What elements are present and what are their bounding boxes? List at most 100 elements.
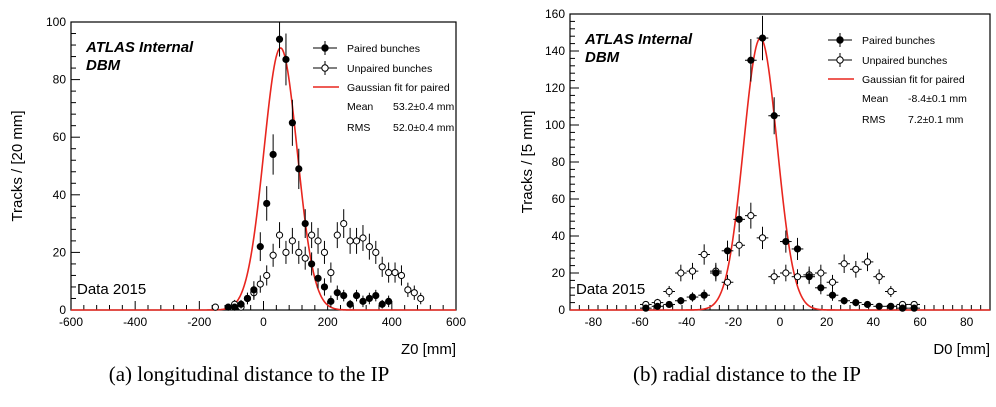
caption-z0: (a) longitudinal distance to the IP xyxy=(108,362,390,386)
paired-point xyxy=(308,252,316,276)
paired-point xyxy=(896,304,909,312)
x-tick-label: -80 xyxy=(585,315,603,329)
x-axis-label: D0 [mm] xyxy=(933,341,990,358)
legend-entry: Unpaired bunches xyxy=(862,55,947,67)
paired-point xyxy=(721,240,734,261)
unpaired-point xyxy=(295,240,303,264)
y-axis-label: Tracks / [20 mm] xyxy=(9,110,26,221)
chart-z0: -600 -400 -200 0 200 400 600 0 20 40 60 80 100 Z0 [mm… xyxy=(9,15,466,358)
chart-panel-d0: -80 -60 -40 -20 0 20 40 60 80 0 20 40 60 80 100 120 140 1… xyxy=(498,0,996,407)
x-tick-label: 60 xyxy=(913,315,927,329)
paired-point xyxy=(745,38,757,82)
legend-mean-label: Mean xyxy=(347,101,373,113)
paired-point xyxy=(791,237,804,261)
legend-paired-marker xyxy=(321,44,329,52)
y-tick-label: 100 xyxy=(46,15,66,29)
paired-point xyxy=(359,295,367,308)
y-axis-label: Tracks / [5 mm] xyxy=(519,111,536,214)
paired-point xyxy=(275,22,284,57)
unpaired-point xyxy=(417,292,425,305)
paired-point xyxy=(651,302,664,310)
unpaired-point xyxy=(352,227,361,254)
unpaired-point xyxy=(263,265,271,286)
legend-rms-value: 52.0±0.4 mm xyxy=(393,122,454,134)
unpaired-point xyxy=(372,240,380,264)
paired-point xyxy=(815,281,827,295)
legend-mean-value: 53.2±0.4 mm xyxy=(393,101,454,113)
x-tick-label: 600 xyxy=(446,315,466,329)
unpaired-point xyxy=(791,269,804,285)
x-tick-label: 200 xyxy=(318,315,338,329)
paired-point xyxy=(733,206,745,233)
y-tick-label: 60 xyxy=(552,192,566,206)
unpaired-point xyxy=(756,226,769,249)
paired-point xyxy=(256,232,264,262)
paired-point xyxy=(850,298,862,307)
y-tick-label: 60 xyxy=(53,130,67,144)
legend-entry: Paired bunches xyxy=(862,35,935,47)
x-axis-label: Z0 [mm] xyxy=(401,341,456,358)
legend-mean-value: -8.4±0.1 mm xyxy=(908,93,967,105)
x-tick-label: 80 xyxy=(960,315,974,329)
paired-point xyxy=(908,304,920,312)
paired-point xyxy=(282,33,290,86)
paired-point xyxy=(263,186,271,221)
x-tick-label: -20 xyxy=(725,315,743,329)
paired-point xyxy=(346,299,354,309)
unpaired-point xyxy=(885,285,897,298)
unpaired-point xyxy=(391,262,399,283)
paired-point xyxy=(352,289,361,302)
y-tick-label: 140 xyxy=(545,44,565,58)
unpaired-point xyxy=(333,222,341,249)
unpaired-point xyxy=(275,222,284,249)
unpaired-point xyxy=(327,262,335,283)
unpaired-point xyxy=(780,264,792,282)
unpaired-point xyxy=(861,252,874,272)
unpaired-point xyxy=(378,256,386,277)
legend-paired-marker xyxy=(836,36,844,44)
paired-point xyxy=(780,230,792,253)
legend-rms-value: 7.2±0.1 mm xyxy=(908,114,964,126)
paired-point xyxy=(320,278,329,296)
paired-point xyxy=(838,297,850,305)
paired-point xyxy=(365,292,373,305)
paired-point xyxy=(675,297,687,305)
x-tick-label: 400 xyxy=(382,315,402,329)
unpaired-point xyxy=(698,244,710,265)
y-tick-label: 0 xyxy=(59,303,66,317)
legend-mean-label: Mean xyxy=(862,93,888,105)
paired-point xyxy=(295,148,303,190)
paired-point xyxy=(826,289,839,301)
paired-point xyxy=(288,99,296,146)
unpaired-point xyxy=(686,262,699,280)
paired-point xyxy=(250,281,258,299)
data-year-label: Data 2015 xyxy=(576,281,645,298)
unpaired-point xyxy=(745,202,757,229)
y-tick-label: 0 xyxy=(558,303,565,317)
x-tick-label: 20 xyxy=(820,315,834,329)
paired-point xyxy=(768,97,780,135)
experiment-label: ATLAS Internal xyxy=(584,31,693,48)
paired-point xyxy=(269,134,277,175)
unpaired-point xyxy=(301,246,309,270)
y-tick-label: 120 xyxy=(545,81,565,95)
paired-point xyxy=(314,268,322,289)
legend-unpaired-marker xyxy=(321,64,329,72)
paired-point xyxy=(340,289,348,302)
paired-point xyxy=(756,15,769,61)
paired-point xyxy=(686,292,699,302)
gaussian-fit-curve xyxy=(570,37,990,311)
y-tick-label: 40 xyxy=(53,188,67,202)
paired-point xyxy=(327,295,335,308)
legend-entry: Paired bunches xyxy=(347,43,420,55)
paired-point xyxy=(873,302,885,310)
data-year-label: Data 2015 xyxy=(77,281,146,298)
unpaired-point xyxy=(873,269,885,285)
legend-unpaired-marker xyxy=(836,56,844,64)
unpaired-point xyxy=(404,282,412,298)
paired-point xyxy=(663,300,675,309)
unpaired-point xyxy=(359,225,367,251)
unpaired-point xyxy=(838,254,850,273)
detector-label: DBM xyxy=(585,49,620,66)
y-tick-label: 160 xyxy=(545,7,565,21)
